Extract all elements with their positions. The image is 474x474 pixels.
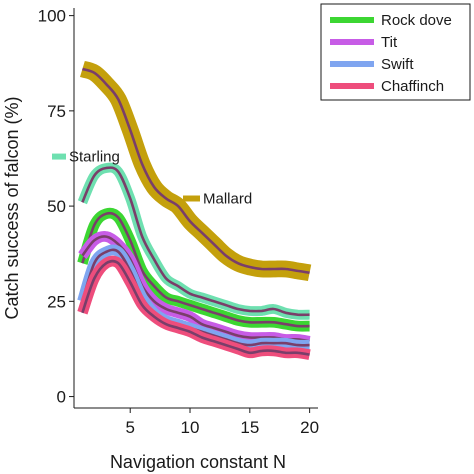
y-tick-label-100: 100: [38, 7, 66, 26]
y-tick-label-75: 75: [47, 102, 66, 121]
ticks: 5 10 15 20 0 25 50 75 100: [38, 7, 319, 437]
axes: [73, 8, 318, 409]
legend-label-rock-dove: Rock dove: [381, 12, 452, 29]
x-tick-label-15: 15: [240, 418, 259, 437]
x-tick-label-5: 5: [125, 418, 134, 437]
y-axis-title: Catch success of falcon (%): [2, 96, 22, 319]
annotation-label-starling: Starling: [69, 149, 120, 166]
series-tit: [78, 231, 311, 347]
series-line-chaffinch: [81, 259, 310, 356]
series-rock-dove: [77, 207, 310, 332]
series-starling: [77, 162, 310, 320]
legend: Rock dove Tit Swift Chaffinch: [320, 3, 471, 101]
series-line-tit: [81, 235, 310, 343]
annotation-label-mallard: Mallard: [203, 190, 252, 207]
x-tick-label-10: 10: [181, 418, 200, 437]
annotations: Starling Mallard: [52, 149, 252, 207]
x-axis-title: Navigation constant N: [110, 452, 286, 472]
series-line-rock-dove: [81, 211, 310, 328]
legend-label-tit: Tit: [381, 34, 398, 51]
series-chaffinch: [77, 255, 311, 360]
y-tick-label-50: 50: [47, 197, 66, 216]
series-line-starling: [81, 166, 310, 317]
series-line-mallard: [82, 67, 310, 275]
legend-label-swift: Swift: [381, 56, 414, 73]
plot-area: [77, 60, 312, 360]
legend-label-chaffinch: Chaffinch: [381, 78, 444, 95]
y-tick-label-0: 0: [57, 388, 66, 407]
series-mallard: [79, 60, 312, 282]
x-tick-label-20: 20: [300, 418, 319, 437]
y-tick-label-25: 25: [47, 292, 66, 311]
